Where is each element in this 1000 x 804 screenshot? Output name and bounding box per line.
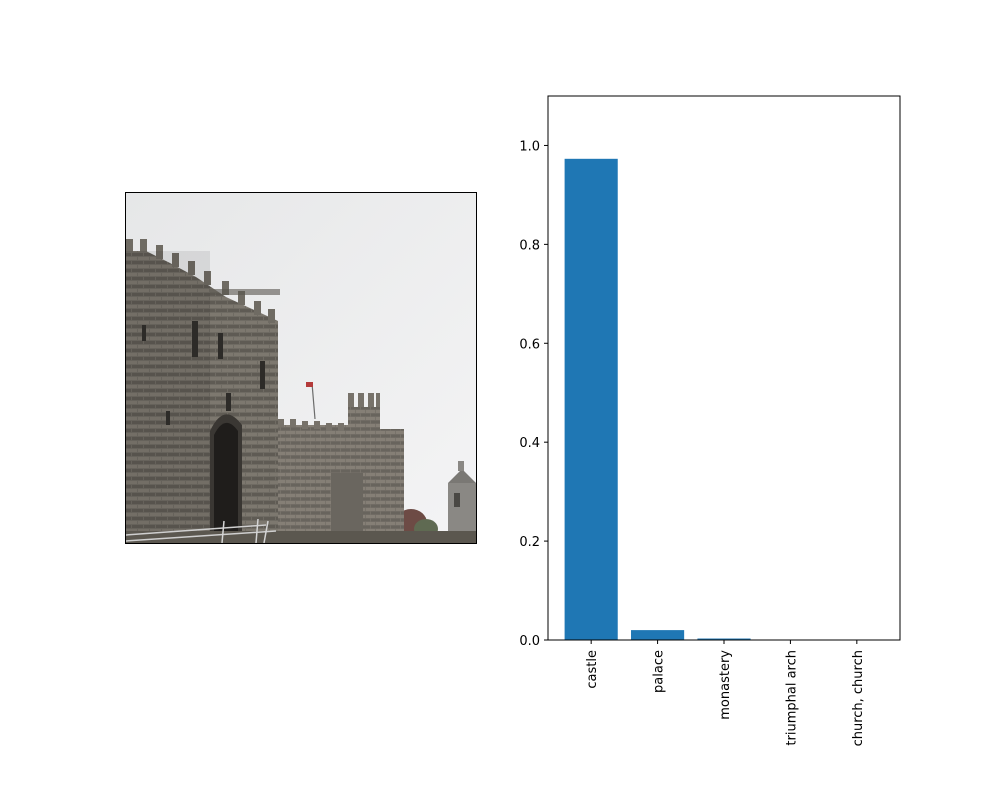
x-tick-label: castle — [585, 650, 600, 689]
bar-castle — [565, 159, 618, 640]
x-tick-label: triumphal arch — [784, 650, 799, 746]
bars-group — [565, 159, 884, 640]
y-tick-label: 0.8 — [519, 238, 540, 253]
y-axis: 0.0 0.2 0.4 0.6 0.8 1.0 — [519, 139, 548, 649]
bar-palace — [631, 630, 684, 640]
y-tick-label: 0.0 — [519, 634, 540, 649]
x-axis: castle palace monastery triumphal arch churc… — [585, 640, 866, 746]
x-tick-label: church, church — [851, 650, 866, 746]
y-tick-label: 1.0 — [519, 139, 540, 154]
x-tick-label: palace — [652, 650, 667, 693]
y-tick-label: 0.4 — [519, 436, 540, 451]
x-tick-label: monastery — [718, 650, 733, 720]
y-tick-label: 0.2 — [519, 535, 540, 550]
y-tick-label: 0.6 — [519, 337, 540, 352]
